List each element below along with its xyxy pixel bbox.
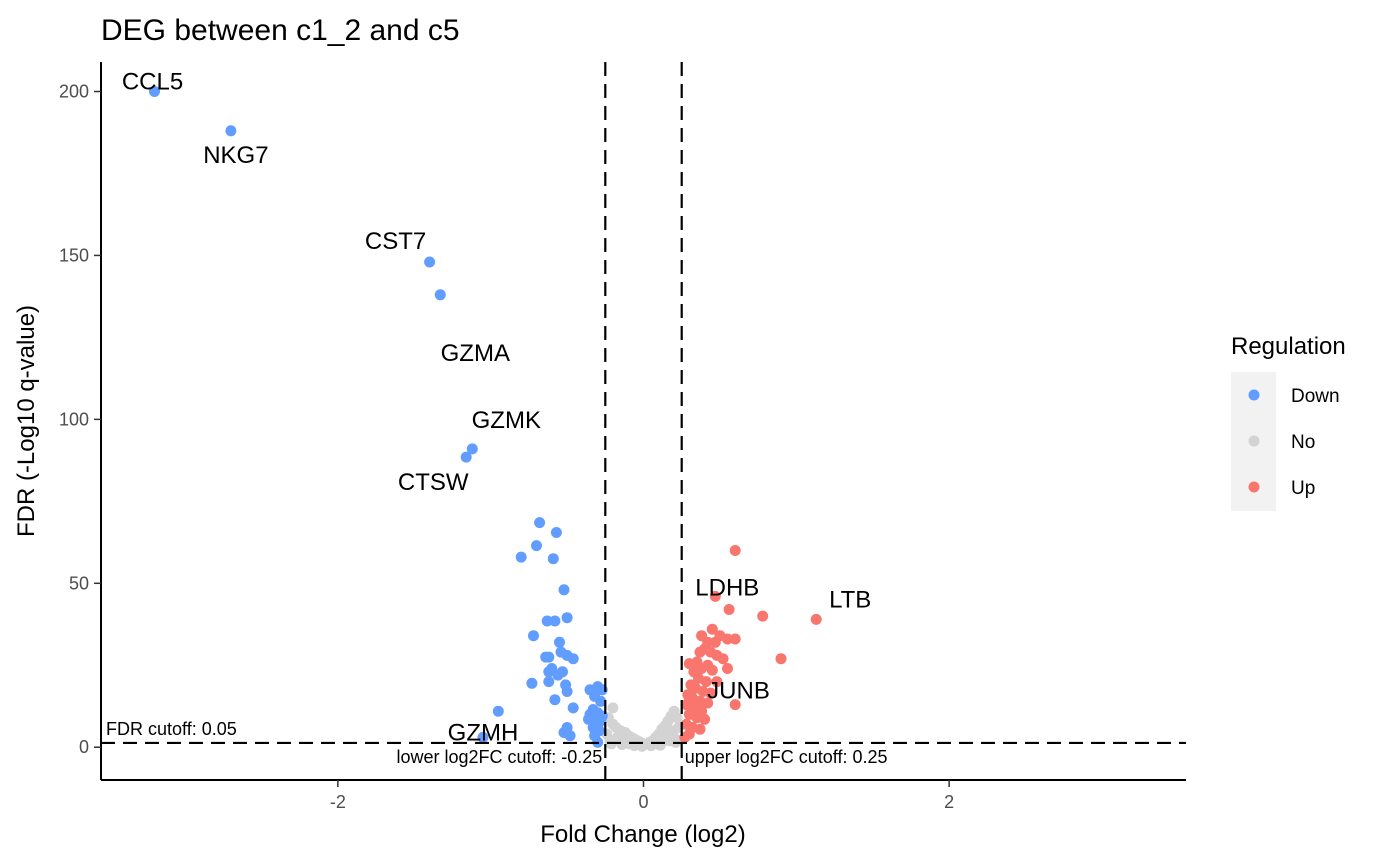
gene-label-gzmh: GZMH [448, 719, 519, 746]
point-down [549, 615, 561, 627]
point-down [492, 705, 504, 717]
point-up [722, 633, 733, 645]
legend-key-no [1248, 435, 1260, 447]
point-no [616, 739, 628, 751]
point-down [528, 630, 539, 642]
axis-ticks: -2 0 2 0 50 100 150 200 [59, 82, 954, 812]
gene-label-cst7: CST7 [365, 228, 426, 255]
legend: Regulation Down No Up [1231, 333, 1346, 511]
gene-label-ctsw: CTSW [398, 469, 469, 496]
x-axis-title: Fold Change (log2) [540, 821, 745, 848]
point-up [729, 699, 741, 711]
fdr-cutoff-label: FDR cutoff: 0.05 [106, 719, 237, 739]
legend-label-up: Up [1291, 478, 1315, 499]
point-down [466, 443, 478, 455]
y-axis-title: FDR (-Log10 q-value) [13, 305, 40, 537]
cutoff-lines: FDR cutoff: 0.05 lower log2FC cutoff: -0.… [101, 62, 1186, 780]
point-down [543, 651, 555, 663]
legend-key-up [1248, 481, 1260, 493]
point-down [554, 636, 565, 648]
point-up [711, 676, 723, 688]
point-down [558, 584, 570, 596]
point-down [534, 517, 546, 529]
point-down [543, 666, 555, 678]
point-up [722, 663, 733, 674]
gene-labels: CCL5 NKG7 CST7 GZMA GZMK CTSW GZMH LDHB LTB JUNB [122, 69, 871, 747]
point-down [561, 686, 573, 697]
point-up [775, 653, 787, 665]
point-down [561, 612, 573, 624]
y-tick-label: 100 [59, 409, 89, 429]
point-up [706, 623, 718, 635]
gene-label-nkg7: NKG7 [203, 142, 268, 169]
point-up [699, 713, 711, 725]
point-no [607, 702, 619, 714]
gene-label-ccl5: CCL5 [122, 69, 183, 96]
point-down [149, 86, 160, 97]
legend-label-down: Down [1291, 386, 1340, 407]
x-tick-label: 2 [944, 792, 954, 812]
point-down [541, 615, 553, 627]
point-down [477, 731, 489, 743]
point-down [434, 289, 446, 301]
points-layer [149, 86, 822, 752]
y-tick-label: 50 [69, 573, 89, 593]
point-no [664, 735, 675, 747]
point-up [683, 658, 695, 670]
gene-label-ldhb: LDHB [695, 574, 759, 601]
point-down [460, 451, 472, 463]
point-down [225, 125, 237, 137]
point-up [717, 653, 729, 665]
point-down [567, 702, 579, 714]
lower-log2fc-cutoff-label: lower log2FC cutoff: -0.25 [397, 747, 603, 767]
point-up [810, 613, 822, 625]
gene-label-gzmk: GZMK [472, 407, 541, 434]
point-up [694, 723, 706, 735]
point-down [547, 553, 559, 565]
point-up [757, 610, 769, 622]
point-up [702, 697, 714, 709]
gene-label-ltb: LTB [829, 586, 871, 613]
point-up [729, 545, 741, 556]
point-down [564, 730, 576, 742]
point-down [550, 527, 562, 538]
point-up [705, 687, 717, 699]
legend-label-no: No [1291, 432, 1315, 453]
y-tick-label: 0 [79, 737, 89, 757]
point-down [557, 666, 568, 678]
x-tick-label: 0 [638, 792, 648, 812]
y-tick-label: 200 [59, 82, 89, 102]
point-up [723, 604, 735, 615]
point-up [709, 636, 721, 648]
upper-log2fc-cutoff-label: upper log2FC cutoff: 0.25 [685, 747, 888, 767]
x-tick-label: -2 [330, 792, 346, 812]
point-down [424, 256, 436, 268]
point-down [595, 695, 607, 707]
chart-title: DEG between c1_2 and c5 [101, 14, 460, 47]
gene-label-gzma: GZMA [441, 340, 510, 367]
legend-key-down [1248, 389, 1260, 401]
point-down [531, 540, 542, 552]
point-up [694, 646, 706, 658]
point-up [709, 590, 721, 602]
point-down [526, 677, 538, 689]
point-down [567, 653, 579, 665]
gene-label-junb: JUNB [707, 678, 770, 705]
y-tick-label: 150 [59, 245, 89, 265]
point-down [543, 676, 555, 688]
point-down [583, 713, 594, 725]
point-up [700, 676, 712, 688]
point-no [671, 712, 683, 724]
legend-title: Regulation [1231, 333, 1346, 360]
point-up [706, 664, 718, 676]
point-down [549, 694, 561, 706]
point-up [729, 633, 741, 645]
point-down [515, 551, 527, 563]
